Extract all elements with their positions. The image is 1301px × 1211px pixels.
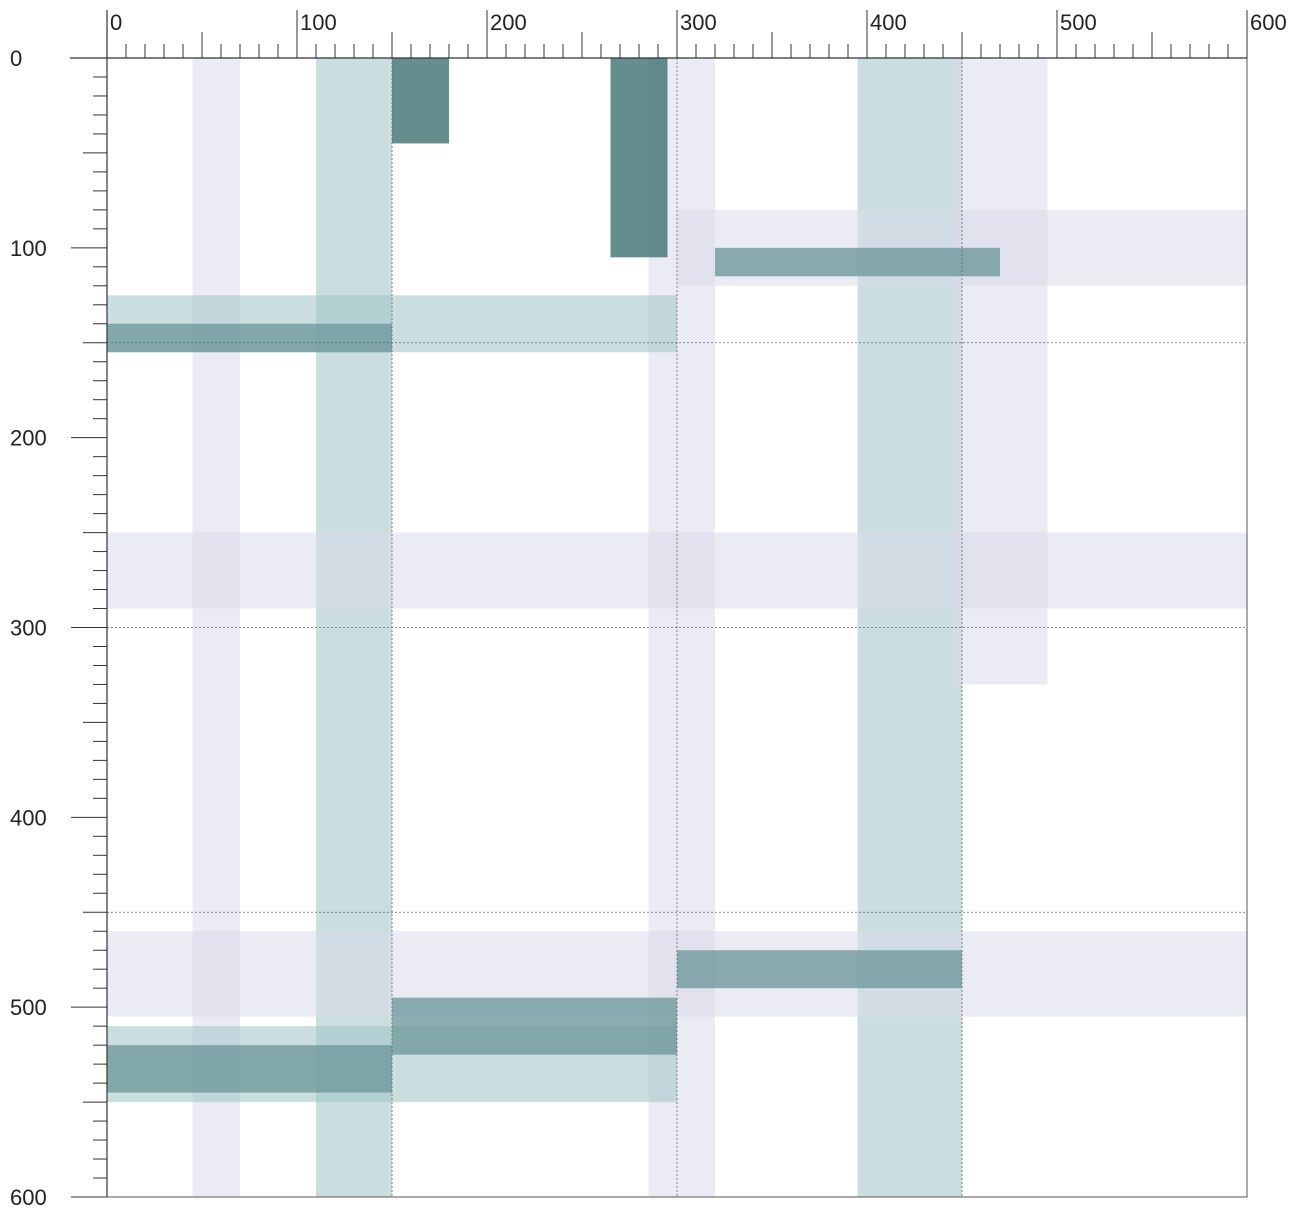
y-tick-label: 200 (10, 426, 47, 451)
x-tick-label: 100 (300, 10, 337, 35)
y-tick-label: 600 (10, 1185, 47, 1210)
x-tick-label: 500 (1060, 10, 1097, 35)
heatmap-cell (392, 997, 677, 1055)
guide-lines (107, 58, 1247, 1197)
x-tick-label: 200 (490, 10, 527, 35)
heatmap-cell (715, 247, 1000, 277)
tick-marks (71, 10, 1248, 1198)
heatmap-cell (610, 58, 668, 258)
x-tick-label: 400 (870, 10, 907, 35)
x-tick-label: 600 (1250, 10, 1287, 35)
y-tick-label: 100 (10, 236, 47, 261)
heatmap-cell (107, 1045, 392, 1093)
y-tick-label: 0 (10, 46, 22, 71)
y-tick-label: 300 (10, 616, 47, 641)
heatmap-cell (392, 58, 449, 144)
heatmap-cell (677, 950, 962, 989)
x-tick-label: 0 (110, 10, 122, 35)
x-tick-label: 300 (680, 10, 717, 35)
y-tick-label: 400 (10, 805, 47, 830)
tick-labels: 0 100 200 300 400 500 600 0 100 200 300 400 500 600 (10, 10, 1287, 1210)
heatmap-cell (107, 323, 392, 353)
y-tick-label: 500 (10, 995, 47, 1020)
